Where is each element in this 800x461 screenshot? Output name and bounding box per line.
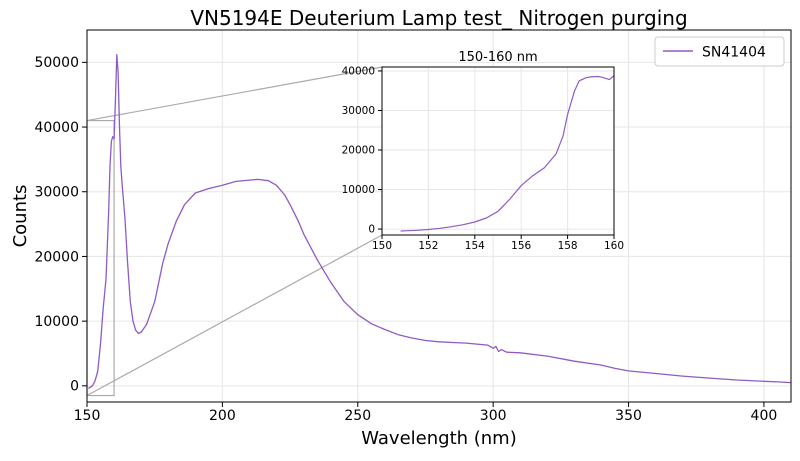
inset-y-tick-label: 30000 xyxy=(342,105,375,117)
inset-y-tick-label: 0 xyxy=(368,224,375,236)
inset-title: 150-160 nm xyxy=(458,50,537,65)
inset-background xyxy=(382,67,614,235)
inset-series-line xyxy=(400,75,615,232)
main-y-tick-label: 30000 xyxy=(34,185,79,201)
main-series-line xyxy=(88,53,792,389)
x-axis-label: Wavelength (nm) xyxy=(361,428,517,449)
inset-y-ticks: 0 10000 20000 30000 40000 xyxy=(342,66,382,236)
legend: SN41404 xyxy=(654,36,785,67)
main-series-group xyxy=(88,53,792,389)
main-y-tick-label: 40000 xyxy=(34,120,79,136)
legend-box xyxy=(654,36,785,67)
main-x-ticks: 150 200 250 300 350 400 xyxy=(74,402,778,424)
inset-x-tick-label: 158 xyxy=(558,240,578,252)
y-axis-label: Counts xyxy=(10,185,31,248)
chart-title: VN5194E Deuterium Lamp test_ Nitrogen pu… xyxy=(190,6,687,30)
main-x-tick-label: 200 xyxy=(209,408,236,424)
inset-x-tick-label: 150 xyxy=(372,240,392,252)
inset-x-tick-label: 156 xyxy=(511,240,531,252)
main-x-tick-label: 150 xyxy=(74,408,101,424)
main-x-tick-label: 350 xyxy=(615,408,642,424)
legend-label: SN41404 xyxy=(702,45,766,61)
inset-y-tick-label: 20000 xyxy=(342,145,375,157)
main-plot-frame xyxy=(86,29,792,403)
inset-y-tick-label: 10000 xyxy=(342,184,375,196)
main-y-tick-label: 10000 xyxy=(34,314,79,330)
main-y-tick-label: 50000 xyxy=(34,55,79,71)
inset-x-tick-label: 160 xyxy=(604,240,624,252)
zoom-connector-bottom xyxy=(86,234,383,397)
main-y-tick-label: 20000 xyxy=(34,249,79,265)
zoom-connector-top xyxy=(86,66,383,122)
main-y-ticks: 0 10000 20000 30000 40000 50000 xyxy=(34,55,87,395)
inset-frame xyxy=(381,66,615,236)
main-x-tick-label: 250 xyxy=(344,408,371,424)
main-y-tick-label: 0 xyxy=(70,379,79,395)
inset-x-tick-label: 152 xyxy=(418,240,438,252)
inset-y-tick-label: 40000 xyxy=(342,66,375,78)
inset-x-tick-label: 154 xyxy=(465,240,485,252)
main-x-tick-label: 300 xyxy=(480,408,507,424)
main-x-tick-label: 400 xyxy=(751,408,778,424)
inset-x-ticks: 150 152 154 156 158 160 xyxy=(372,235,624,252)
inset-chart: 150 152 154 156 158 160 0 10000 20000 30000 40000… xyxy=(342,50,624,252)
inset-series-group xyxy=(400,75,615,232)
